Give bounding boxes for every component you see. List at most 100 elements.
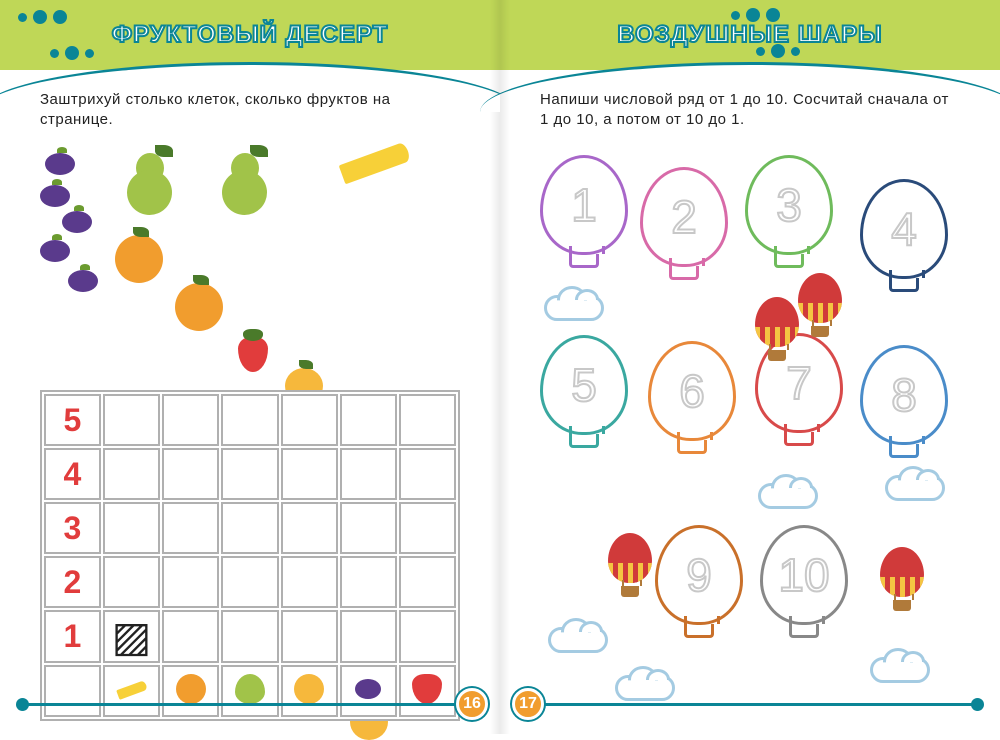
grid-cell[interactable]	[162, 610, 219, 663]
grid-cell[interactable]	[340, 556, 397, 608]
balloon-basket-icon	[569, 254, 599, 268]
decor-bubbles	[18, 10, 67, 24]
grid-cell[interactable]	[162, 502, 219, 554]
scribble-icon: ▨	[112, 613, 152, 660]
page-title-right: ВОЗДУШНЫЕ ШАРЫ	[617, 21, 882, 49]
balloon-envelope: 8	[860, 345, 948, 445]
decor-bubbles	[50, 46, 94, 60]
counting-grid: 54321▨	[40, 390, 460, 721]
balloon-basket-icon	[784, 432, 814, 446]
balloon-envelope: 5	[540, 335, 628, 435]
grid-cell[interactable]	[399, 448, 456, 500]
balloon-envelope: 3	[745, 155, 833, 255]
grid-cell[interactable]	[399, 556, 456, 608]
column-fruit-orange	[162, 665, 219, 717]
trace-balloon-2[interactable]: 2	[640, 167, 728, 285]
balloon-basket-icon	[684, 624, 714, 638]
balloon-number: 10	[778, 548, 829, 602]
grid-cell[interactable]	[103, 394, 161, 446]
balloon-number: 2	[671, 190, 697, 244]
grid-cell[interactable]	[281, 556, 338, 608]
grid-cell[interactable]: ▨	[103, 610, 161, 663]
cloud-icon	[544, 295, 604, 321]
column-fruit-apple	[281, 665, 338, 717]
cloud-icon	[758, 483, 818, 509]
decor-balloon-icon	[880, 547, 924, 609]
row-label: 1	[44, 610, 101, 663]
balloon-number: 4	[891, 202, 917, 256]
fruit-orange	[175, 283, 223, 331]
balloon-envelope: 2	[640, 167, 728, 267]
strawberry-icon	[412, 674, 442, 704]
fruit-pear	[220, 145, 270, 215]
balloon-number: 3	[776, 178, 802, 232]
spine-shadow	[500, 0, 510, 734]
balloon-basket-icon	[677, 440, 707, 454]
grid-cell[interactable]	[103, 502, 161, 554]
grid-cell[interactable]	[221, 556, 278, 608]
banana-icon	[116, 680, 148, 700]
grid-cell[interactable]	[281, 394, 338, 446]
balloon-envelope: 4	[860, 179, 948, 279]
grid-cell[interactable]	[399, 502, 456, 554]
cloud-icon	[615, 675, 675, 701]
fruit-plum	[45, 153, 75, 175]
grid-cell[interactable]	[103, 448, 161, 500]
balloon-basket-icon	[569, 434, 599, 448]
grid-cell[interactable]	[221, 394, 278, 446]
grid-cell[interactable]	[399, 394, 456, 446]
apple-icon	[294, 674, 324, 704]
grid-cell[interactable]	[340, 502, 397, 554]
grid-cell[interactable]	[221, 610, 278, 663]
fruit-plum	[68, 270, 98, 292]
grid-cell[interactable]	[340, 394, 397, 446]
grid-cell[interactable]	[221, 448, 278, 500]
trace-balloon-3[interactable]: 3	[745, 155, 833, 273]
grid-cell[interactable]	[162, 448, 219, 500]
balloon-envelope: 10	[760, 525, 848, 625]
column-fruit-banana	[103, 665, 161, 717]
decor-bubbles	[756, 44, 800, 58]
grid-cell[interactable]	[281, 610, 338, 663]
trace-balloon-4[interactable]: 4	[860, 179, 948, 297]
grid-cell[interactable]	[281, 502, 338, 554]
instruction-text: Напиши числовой ряд от 1 до 10. Сосчитай…	[540, 90, 960, 131]
balloons-area: 12 3 4 567 8 9 10	[540, 145, 960, 705]
grid-cell[interactable]	[162, 394, 219, 446]
row-label: 3	[44, 502, 101, 554]
pear-icon	[235, 674, 265, 704]
cloud-icon	[885, 475, 945, 501]
trace-balloon-8[interactable]: 8	[860, 345, 948, 463]
balloon-number: 8	[891, 368, 917, 422]
fruit-plum	[62, 211, 92, 233]
page-number-right: 17	[512, 688, 544, 720]
grid-cell[interactable]	[340, 610, 397, 663]
grid-cell[interactable]	[103, 556, 161, 608]
trace-balloon-6[interactable]: 6	[648, 341, 736, 459]
grid-cell[interactable]	[281, 448, 338, 500]
fruits-illustration	[40, 145, 460, 375]
grid-cell[interactable]	[399, 610, 456, 663]
decor-balloon-icon	[608, 533, 652, 595]
page-right: ВОЗДУШНЫЕ ШАРЫ Напиши числовой ряд от 1 …	[500, 0, 1000, 734]
decor-bubbles	[731, 8, 780, 22]
balloon-basket-icon	[789, 624, 819, 638]
trace-balloon-10[interactable]: 10	[760, 525, 848, 643]
grid-corner	[44, 665, 101, 717]
decor-balloon-icon	[798, 273, 842, 335]
row-label: 5	[44, 394, 101, 446]
balloon-envelope: 1	[540, 155, 628, 255]
grid-cell[interactable]	[162, 556, 219, 608]
balloon-number: 7	[786, 356, 812, 410]
grid-cell[interactable]	[340, 448, 397, 500]
trace-balloon-5[interactable]: 5	[540, 335, 628, 453]
page-number-left: 16	[456, 688, 488, 720]
cloud-icon	[870, 657, 930, 683]
page-left: ФРУКТОВЫЙ ДЕСЕРТ Заштрихуй столько клето…	[0, 0, 500, 734]
grid-cell[interactable]	[221, 502, 278, 554]
plum-icon	[355, 679, 381, 699]
column-fruit-pear	[221, 665, 278, 717]
trace-balloon-1[interactable]: 1	[540, 155, 628, 273]
trace-balloon-9[interactable]: 9	[655, 525, 743, 643]
row-label: 2	[44, 556, 101, 608]
